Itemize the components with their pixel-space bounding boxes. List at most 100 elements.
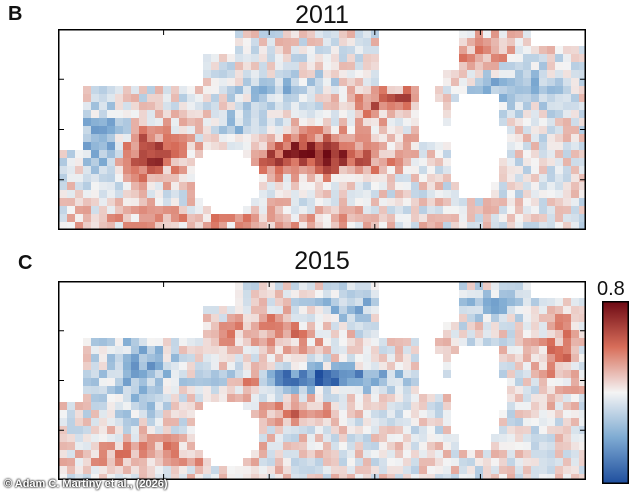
heatmap-2015-cell (523, 434, 531, 442)
heatmap-2015-cell (563, 338, 571, 346)
heatmap-2015-cell (307, 442, 315, 450)
heatmap-2011-cell (523, 30, 531, 38)
heatmap-2011-cell (147, 158, 155, 166)
heatmap-2011-cell (243, 110, 251, 118)
heatmap-2011-cell (235, 62, 243, 70)
heatmap-2011-cell (539, 118, 547, 126)
heatmap-2011-cell (331, 198, 339, 206)
heatmap-2011-cell (259, 222, 267, 230)
heatmap-2015-cell (347, 282, 355, 290)
heatmap-2015-cell (555, 458, 563, 466)
heatmap-2011-cell (339, 214, 347, 222)
heatmap-2015-cell (427, 466, 435, 474)
heatmap-2015-cell (267, 450, 275, 458)
heatmap-2011-cell (443, 142, 451, 150)
heatmap-2015-cell (419, 466, 427, 474)
heatmap-2011-cell (283, 190, 291, 198)
heatmap-2015-cell (123, 474, 131, 480)
heatmap-2011-cell (59, 174, 67, 182)
heatmap-2015-cell (91, 434, 99, 442)
heatmap-2011-cell (99, 102, 107, 110)
heatmap-2011-cell (363, 46, 371, 54)
heatmap-2015-cell (371, 338, 379, 346)
heatmap-2015-cell (307, 410, 315, 418)
heatmap-2015-cell (371, 370, 379, 378)
heatmap-2011-cell (371, 158, 379, 166)
heatmap-2015-cell (555, 434, 563, 442)
heatmap-2015-cell (507, 458, 515, 466)
heatmap-2011-cell (131, 126, 139, 134)
heatmap-2015-cell (59, 442, 67, 450)
heatmap-2015-cell (539, 458, 547, 466)
heatmap-2011-cell (131, 118, 139, 126)
heatmap-2011-cell (211, 134, 219, 142)
heatmap-2011-cell (331, 70, 339, 78)
heatmap-2011-cell (435, 214, 443, 222)
heatmap-2011-cell (403, 150, 411, 158)
heatmap-2015-cell (307, 306, 315, 314)
heatmap-2015-cell (331, 418, 339, 426)
heatmap-2015-cell (139, 450, 147, 458)
heatmap-2011-cell (171, 198, 179, 206)
heatmap-2011-cell (315, 38, 323, 46)
heatmap-2011-cell (563, 70, 571, 78)
heatmap-2015-cell (579, 434, 586, 442)
heatmap-2011-cell (299, 158, 307, 166)
heatmap-2011-cell (515, 166, 523, 174)
heatmap-2011-cell (259, 158, 267, 166)
heatmap-2015-cell (499, 466, 507, 474)
heatmap-2015-cell (531, 394, 539, 402)
heatmap-2011-cell (291, 134, 299, 142)
heatmap-2015-cell (499, 306, 507, 314)
heatmap-2011-cell (371, 102, 379, 110)
heatmap-2011-cell (555, 206, 563, 214)
heatmap-2015-cell (563, 298, 571, 306)
heatmap-2015-cell (163, 354, 171, 362)
heatmap-2015-cell (83, 434, 91, 442)
heatmap-2015-cell (299, 322, 307, 330)
heatmap-2011-cell (67, 182, 75, 190)
heatmap-2011-cell (371, 198, 379, 206)
heatmap-2015-cell (411, 362, 419, 370)
heatmap-2011-cell (243, 118, 251, 126)
heatmap-2011-cell (275, 94, 283, 102)
heatmap-2015-cell (115, 370, 123, 378)
heatmap-2015-cell (467, 282, 475, 290)
heatmap-2015-cell (83, 458, 91, 466)
heatmap-2015-cell (235, 474, 243, 480)
heatmap-2011-cell (275, 118, 283, 126)
heatmap-2011-cell (531, 94, 539, 102)
heatmap-2015-cell (211, 338, 219, 346)
heatmap-2015-cell (187, 402, 195, 410)
heatmap-2015-cell (523, 322, 531, 330)
heatmap-2011-cell (547, 134, 555, 142)
heatmap-2011-cell (139, 150, 147, 158)
heatmap-2011-cell (459, 198, 467, 206)
heatmap-2011-cell (315, 54, 323, 62)
heatmap-2015-cell (171, 434, 179, 442)
heatmap-2011-cell (243, 142, 251, 150)
heatmap-2015-cell (283, 450, 291, 458)
heatmap-2015-cell (323, 474, 331, 480)
heatmap-2015-cell (443, 442, 451, 450)
heatmap-2015-cell (579, 346, 586, 354)
heatmap-2015-cell (355, 426, 363, 434)
heatmap-2011-cell (275, 110, 283, 118)
heatmap-2011-cell (203, 222, 211, 230)
heatmap-2015-cell (339, 298, 347, 306)
heatmap-2015-cell (259, 346, 267, 354)
heatmap-2015-cell (507, 402, 515, 410)
heatmap-2011-cell (499, 166, 507, 174)
heatmap-2011-cell (267, 30, 275, 38)
heatmap-2011-cell (259, 206, 267, 214)
heatmap-2015-cell (419, 450, 427, 458)
heatmap-2015-cell (403, 450, 411, 458)
colorbar-gradient (602, 301, 629, 484)
heatmap-2015-cell (363, 410, 371, 418)
heatmap-2015-cell (83, 338, 91, 346)
heatmap-2011-cell (443, 158, 451, 166)
heatmap-2011-cell (155, 214, 163, 222)
heatmap-2015-cell (291, 298, 299, 306)
heatmap-2011-cell (203, 54, 211, 62)
heatmap-2015-cell (563, 322, 571, 330)
